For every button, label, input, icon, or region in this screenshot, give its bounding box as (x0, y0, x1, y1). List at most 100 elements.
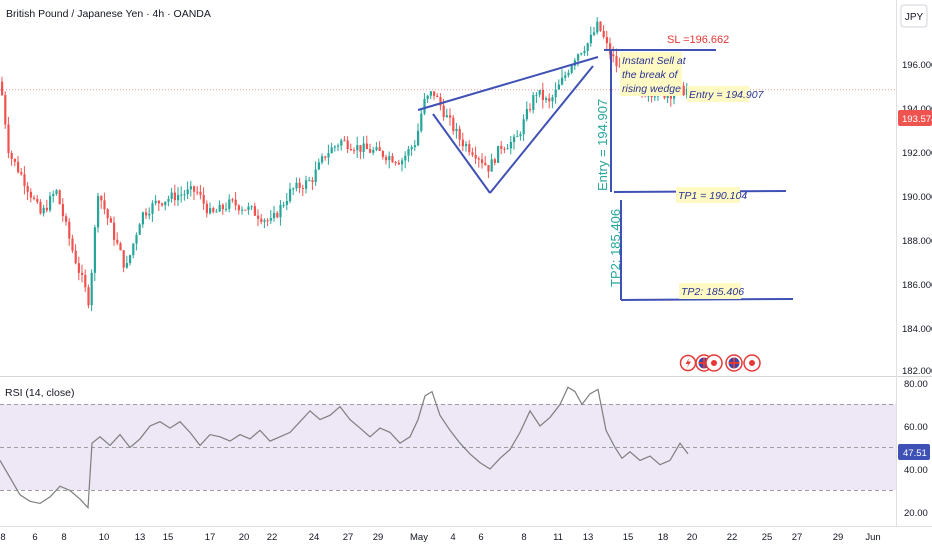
candle-body (237, 205, 240, 211)
candle-body (449, 115, 452, 118)
candle-body (666, 94, 669, 98)
candle (317, 158, 320, 171)
candle-body (423, 99, 426, 114)
candle-body (324, 156, 327, 158)
candle-body (567, 72, 570, 76)
candle-body (554, 89, 557, 98)
candle-body (234, 199, 237, 206)
time-tick: 13 (583, 532, 594, 543)
candle (330, 142, 333, 154)
candle-body (292, 188, 295, 190)
candle-body (97, 195, 100, 228)
symbol-title[interactable]: British Pound / Japanese Yen · 4h · OAND… (6, 8, 211, 20)
candle (378, 141, 381, 152)
candle-body (436, 95, 439, 98)
price-tick: 194.000 (902, 104, 932, 115)
candle (113, 216, 116, 246)
wedge-upper-line[interactable] (417, 56, 599, 111)
candle-body (327, 153, 330, 158)
candle-body (445, 115, 448, 118)
entry-label[interactable]: Entry = 194.907 (689, 89, 765, 101)
sl-label[interactable]: SL =196.662 (667, 34, 729, 46)
candle (148, 207, 151, 220)
candle (93, 225, 96, 282)
time-tick: 11 (553, 532, 563, 543)
tp2-level-line[interactable] (620, 298, 794, 301)
candle (381, 149, 384, 160)
candle-body (615, 56, 618, 67)
candle (4, 91, 7, 129)
candle (532, 92, 535, 114)
candle-body (346, 140, 349, 150)
candle (404, 151, 407, 169)
lightning-icon[interactable] (679, 354, 697, 372)
candle-body (362, 143, 365, 152)
candle (321, 153, 324, 165)
time-axis[interactable]: 8 6 8 10 13 15 17 20 22 24 27 29 May 4 6… (0, 532, 880, 543)
instant-sell-line-2: the break of (622, 69, 679, 81)
instant-sell-note[interactable]: Instant Sell at the break of rising wedg… (622, 55, 689, 95)
candle (65, 213, 68, 226)
flag-japan-icon[interactable] (743, 354, 761, 372)
candle (180, 186, 183, 203)
candle (554, 82, 557, 104)
tp2-label[interactable]: TP2: 185.406 (681, 286, 744, 298)
entry-vertical-label[interactable]: Entry = 194.907 (595, 99, 610, 191)
candle-body (577, 54, 580, 61)
candle-body (65, 216, 68, 222)
candle-body (500, 145, 503, 149)
candle-body (439, 97, 442, 106)
tp2-vertical-label[interactable]: TP2: 185.406 (608, 209, 623, 287)
candle-body (561, 77, 564, 85)
candle-body (580, 53, 583, 55)
candle (449, 108, 452, 126)
candle-body (417, 130, 420, 146)
candle (596, 17, 599, 35)
candle-body (343, 140, 346, 142)
tp1-label[interactable]: TP1 = 190.104 (678, 190, 747, 202)
candle (119, 241, 122, 251)
currency-button-label[interactable]: JPY (905, 12, 924, 23)
candle-body (522, 119, 525, 135)
candle (490, 153, 493, 172)
candle-body (426, 95, 429, 100)
time-tick: 25 (762, 532, 773, 543)
candle (567, 69, 570, 78)
candle-body (269, 218, 272, 221)
candle (548, 93, 551, 109)
wedge-leg-line[interactable] (432, 113, 491, 194)
candle-body (356, 145, 359, 151)
candle-body (10, 153, 13, 159)
tp1-box (676, 187, 740, 203)
wedge-lower-line[interactable] (489, 65, 594, 194)
event-icons[interactable] (679, 354, 761, 372)
candle-body (404, 155, 407, 161)
candle-body (612, 54, 615, 57)
candle-body (557, 84, 560, 90)
candle-body (298, 182, 301, 189)
currency-button[interactable] (900, 4, 928, 28)
candle-body (289, 188, 292, 202)
candle-body (474, 154, 477, 159)
price-axis[interactable]: 196.000 194.000 192.000 190.000 188.000 … (902, 60, 932, 377)
candle-body (90, 272, 93, 306)
candle-body (653, 96, 656, 98)
time-tick: 4 (450, 532, 455, 543)
flag-japan-icon[interactable] (705, 354, 723, 372)
candle (45, 199, 48, 213)
candle (301, 184, 304, 196)
rsi-title[interactable]: RSI (14, close) (5, 387, 74, 399)
time-tick: 15 (623, 532, 634, 543)
candle-body (263, 220, 266, 222)
price-tick: 184.000 (902, 324, 932, 335)
candle (103, 192, 106, 215)
rsi-axis[interactable]: 80.00 60.00 40.00 20.00 (904, 379, 928, 519)
candle-body (247, 206, 250, 210)
candle-body (154, 200, 157, 204)
candle-body (282, 204, 285, 206)
candle (161, 202, 164, 207)
rsi-value-badge (898, 444, 930, 460)
flag-uk-icon[interactable] (725, 354, 743, 372)
